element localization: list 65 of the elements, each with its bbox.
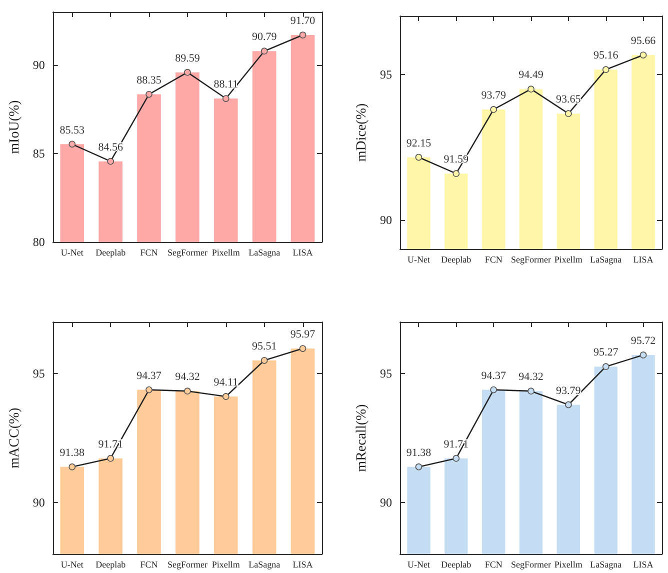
- x-tick-label: FCN: [140, 248, 158, 258]
- x-tick-label: LaSagna: [590, 254, 622, 264]
- y-tick-label: 95: [380, 67, 392, 82]
- data-label: 88.35: [136, 74, 162, 86]
- x-tick-label: SegFormer: [511, 560, 551, 570]
- x-tick-label: LaSagna: [590, 560, 622, 570]
- y-tick-label: 90: [32, 58, 45, 72]
- x-tick-label: U-Net: [60, 560, 84, 570]
- y-axis-title: mACC(%): [8, 407, 22, 468]
- data-label: 95.66: [630, 35, 656, 48]
- data-label: 95.16: [593, 50, 619, 62]
- data-label: 94.37: [136, 370, 162, 382]
- x-tick-label: SegFormer: [167, 560, 208, 570]
- x-tick-label: FCN: [484, 560, 503, 570]
- x-tick-label: U-Net: [407, 560, 430, 570]
- data-label: 95.51: [252, 340, 277, 353]
- x-tick-label: LISA: [292, 560, 314, 570]
- x-tick-label: Deeplab: [441, 560, 472, 570]
- x-tick-label: Pixellm: [212, 560, 240, 570]
- x-tick-label: FCN: [140, 560, 158, 570]
- y-tick-label: 85: [32, 146, 45, 161]
- data-label: 92.15: [406, 137, 432, 150]
- data-label: 91.70: [290, 15, 316, 28]
- data-label: 91.38: [60, 446, 85, 459]
- y-axis-title: mIoU(%): [8, 100, 22, 154]
- data-label: 95.27: [593, 346, 619, 359]
- data-label: 94.37: [481, 370, 506, 382]
- data-label: 88.11: [214, 78, 238, 91]
- x-tick-label: Deeplab: [96, 248, 126, 258]
- data-label: 94.11: [214, 376, 238, 389]
- data-label: 90.79: [252, 31, 278, 44]
- x-tick-label: LISA: [292, 248, 314, 258]
- x-tick-label: Deeplab: [96, 560, 126, 570]
- y-tick-label: 90: [380, 495, 392, 510]
- x-tick-label: Pixellm: [554, 254, 582, 264]
- y-axis-title: mDice(%): [354, 103, 370, 162]
- x-tick-label: LaSagna: [248, 560, 280, 570]
- x-tick-label: LaSagna: [248, 248, 280, 258]
- data-label: 95.72: [630, 335, 656, 348]
- data-label: 89.59: [175, 52, 200, 64]
- x-tick-label: SegFormer: [167, 248, 208, 258]
- x-tick-label: Pixellm: [554, 560, 582, 570]
- y-tick-label: 95: [380, 366, 392, 381]
- x-tick-label: Pixellm: [212, 248, 240, 258]
- y-axis-title: mRecall(%): [354, 404, 370, 472]
- x-tick-label: Deeplab: [441, 254, 472, 264]
- x-tick-label: U-Net: [60, 248, 84, 258]
- data-label: 93.79: [481, 90, 506, 102]
- data-label: 93.79: [556, 384, 582, 397]
- data-label: 94.49: [518, 69, 544, 82]
- data-label: 85.53: [60, 124, 85, 136]
- data-label: 94.32: [175, 371, 200, 384]
- y-tick-label: 90: [380, 212, 392, 227]
- x-tick-label: FCN: [484, 254, 503, 264]
- y-tick-label: 95: [32, 366, 45, 381]
- data-label: 95.97: [290, 328, 316, 341]
- x-tick-label: LISA: [633, 254, 654, 264]
- y-tick-label: 90: [32, 495, 45, 510]
- data-label: 93.65: [556, 94, 582, 106]
- data-label: 94.32: [518, 371, 544, 384]
- data-label: 91.38: [406, 446, 432, 459]
- x-tick-label: SegFormer: [511, 254, 551, 264]
- y-tick-label: 80: [32, 235, 45, 249]
- x-tick-label: U-Net: [407, 254, 430, 264]
- x-tick-label: LISA: [633, 560, 654, 570]
